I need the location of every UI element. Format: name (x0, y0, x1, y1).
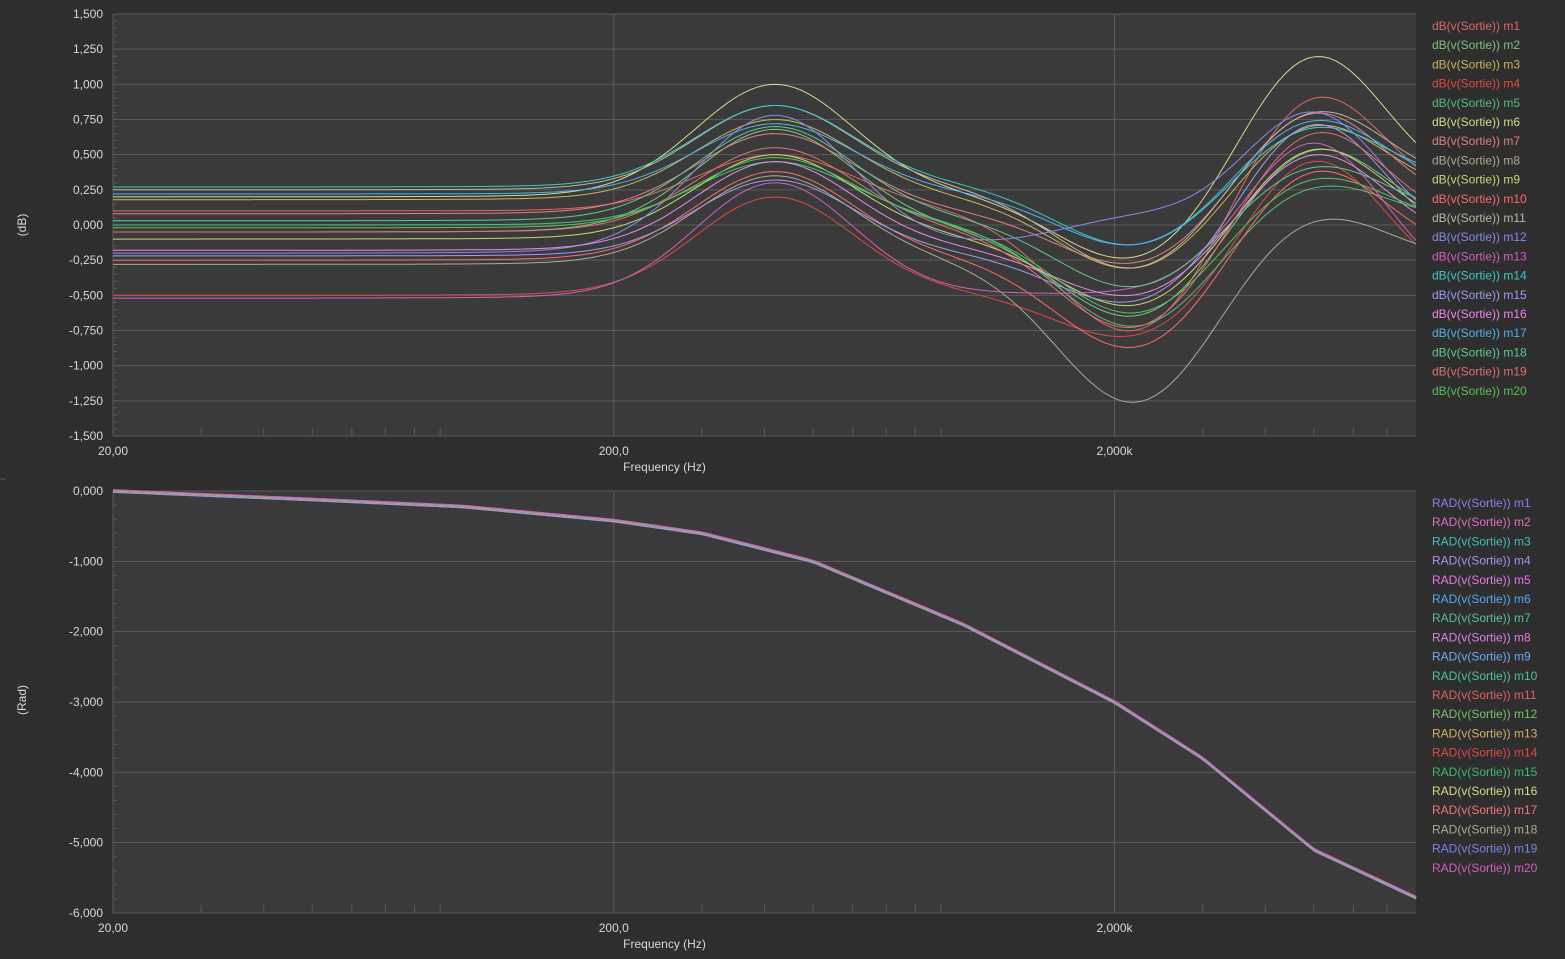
legend-entry[interactable]: dB(v(Sortie)) m6 (1432, 115, 1520, 129)
legend-entry[interactable]: RAD(v(Sortie)) m12 (1432, 707, 1538, 721)
legend-entry[interactable]: dB(v(Sortie)) m10 (1432, 192, 1527, 206)
series-line-magnitude-12 (113, 111, 1417, 254)
legend-entry[interactable]: RAD(v(Sortie)) m18 (1432, 822, 1538, 836)
legend-entry[interactable]: RAD(v(Sortie)) m3 (1432, 534, 1531, 548)
legend-entry[interactable]: dB(v(Sortie)) m19 (1432, 365, 1527, 379)
legend-entry[interactable]: dB(v(Sortie)) m12 (1432, 230, 1527, 244)
series-line-magnitude-17 (113, 119, 1417, 246)
legend-entry[interactable]: dB(v(Sortie)) m18 (1432, 345, 1527, 359)
legend-entry[interactable]: dB(v(Sortie)) m5 (1432, 96, 1520, 110)
series-line-magnitude-20 (113, 156, 1417, 314)
legend-entry[interactable]: dB(v(Sortie)) m4 (1432, 77, 1520, 91)
legend-entry[interactable]: dB(v(Sortie)) m3 (1432, 57, 1520, 71)
y-tick-label: -6,000 (69, 906, 103, 920)
legend-entry[interactable]: RAD(v(Sortie)) m16 (1432, 784, 1538, 798)
series-line-magnitude-10 (113, 170, 1417, 349)
legend-entry[interactable]: dB(v(Sortie)) m1 (1432, 19, 1520, 33)
legend-entry[interactable]: RAD(v(Sortie)) m4 (1432, 554, 1531, 568)
legend-entry[interactable]: dB(v(Sortie)) m11 (1432, 211, 1526, 225)
x-axis-label: Frequency (Hz) (623, 460, 706, 474)
legend-entry[interactable]: RAD(v(Sortie)) m19 (1432, 842, 1538, 856)
legend-entry[interactable]: dB(v(Sortie)) m8 (1432, 153, 1520, 167)
series-line-magnitude-8 (113, 175, 1417, 403)
y-tick-label: 0,500 (73, 148, 103, 162)
legend-entry[interactable]: RAD(v(Sortie)) m17 (1432, 803, 1538, 817)
legend-entry[interactable]: dB(v(Sortie)) m2 (1432, 38, 1520, 52)
y-tick-label: 0,000 (73, 484, 103, 498)
legend-entry[interactable]: dB(v(Sortie)) m17 (1432, 326, 1527, 340)
y-tick-label: 0,750 (73, 113, 103, 127)
legend-entry[interactable]: RAD(v(Sortie)) m15 (1432, 765, 1538, 779)
legend-entry[interactable]: RAD(v(Sortie)) m6 (1432, 592, 1531, 606)
y-axis-label: (dB) (15, 214, 29, 237)
x-tick-label: 20,00 (98, 921, 128, 935)
x-tick-label: 2,000k (1096, 444, 1133, 458)
legend-entry[interactable]: dB(v(Sortie)) m20 (1432, 384, 1527, 398)
y-tick-label: -0,250 (69, 253, 103, 267)
y-tick-label: -2,000 (69, 625, 103, 639)
y-tick-label: 1,000 (73, 77, 103, 91)
panel-splitter (0, 478, 6, 480)
legend-entry[interactable]: RAD(v(Sortie)) m1 (1432, 496, 1531, 510)
series-line-magnitude-7 (113, 112, 1417, 264)
chart-panel-phase: 0,000 -1,000 -2,000 -3,000 -4,000 -5,000 -6,00… (15, 484, 1538, 951)
series-line-magnitude-19 (113, 131, 1417, 329)
chart-panel-magnitude: 1,500 1,250 1,000 0,750 0,500 0,250 0,000 -0,25… (15, 7, 1527, 474)
y-tick-label: -1,500 (69, 429, 103, 443)
legend-entry[interactable]: RAD(v(Sortie)) m20 (1432, 861, 1538, 875)
y-tick-label: 1,500 (73, 7, 103, 21)
series-line-phase-20 (112, 489, 1417, 897)
x-axis-label: Frequency (Hz) (623, 937, 706, 951)
legend-entry[interactable]: RAD(v(Sortie)) m7 (1432, 611, 1531, 625)
legend-entry[interactable]: RAD(v(Sortie)) m14 (1432, 746, 1538, 760)
y-axis-label: (Rad) (15, 685, 29, 715)
y-tick-label: -1,250 (69, 394, 103, 408)
legend-entry[interactable]: dB(v(Sortie)) m14 (1432, 269, 1527, 283)
legend-entry[interactable]: dB(v(Sortie)) m9 (1432, 173, 1520, 187)
legend-entry[interactable]: dB(v(Sortie)) m15 (1432, 288, 1527, 302)
series-line-magnitude-3 (113, 119, 1417, 269)
y-tick-label: -1,000 (69, 554, 103, 568)
y-tick-label: 0,250 (73, 183, 103, 197)
series-line-magnitude-15 (113, 123, 1417, 303)
y-tick-label: 1,250 (73, 42, 103, 56)
legend-entry[interactable]: dB(v(Sortie)) m13 (1432, 249, 1527, 263)
legend-entry[interactable]: RAD(v(Sortie)) m10 (1432, 669, 1538, 683)
legend-entry[interactable]: RAD(v(Sortie)) m9 (1432, 650, 1531, 664)
legend-entry[interactable]: RAD(v(Sortie)) m2 (1432, 515, 1531, 529)
y-tick-label: -3,000 (69, 695, 103, 709)
legend-entry[interactable]: dB(v(Sortie)) m16 (1432, 307, 1527, 321)
y-tick-label: 0,000 (73, 218, 103, 232)
series-line-magnitude-4 (113, 160, 1417, 338)
series-line-magnitude-16 (113, 154, 1417, 297)
legend-entry[interactable]: dB(v(Sortie)) m7 (1432, 134, 1520, 148)
legend-entry[interactable]: RAD(v(Sortie)) m5 (1432, 573, 1531, 587)
y-tick-label: -5,000 (69, 836, 103, 850)
x-tick-label: 200,0 (599, 921, 629, 935)
legend-entry[interactable]: RAD(v(Sortie)) m11 (1432, 688, 1537, 702)
series-line-magnitude-18 (113, 126, 1417, 288)
x-tick-label: 20,00 (98, 444, 128, 458)
y-tick-label: -0,500 (69, 288, 103, 302)
y-tick-label: -1,000 (69, 359, 103, 373)
series-line-magnitude-14 (113, 105, 1417, 246)
legend-entry[interactable]: RAD(v(Sortie)) m8 (1432, 630, 1531, 644)
y-tick-label: -4,000 (69, 765, 103, 779)
legend-entry[interactable]: RAD(v(Sortie)) m13 (1432, 726, 1538, 740)
series-line-magnitude-9 (113, 148, 1417, 307)
x-tick-label: 2,000k (1096, 921, 1133, 935)
x-tick-label: 200,0 (599, 444, 629, 458)
y-tick-label: -0,750 (69, 324, 103, 338)
series-line-magnitude-6 (113, 56, 1417, 259)
